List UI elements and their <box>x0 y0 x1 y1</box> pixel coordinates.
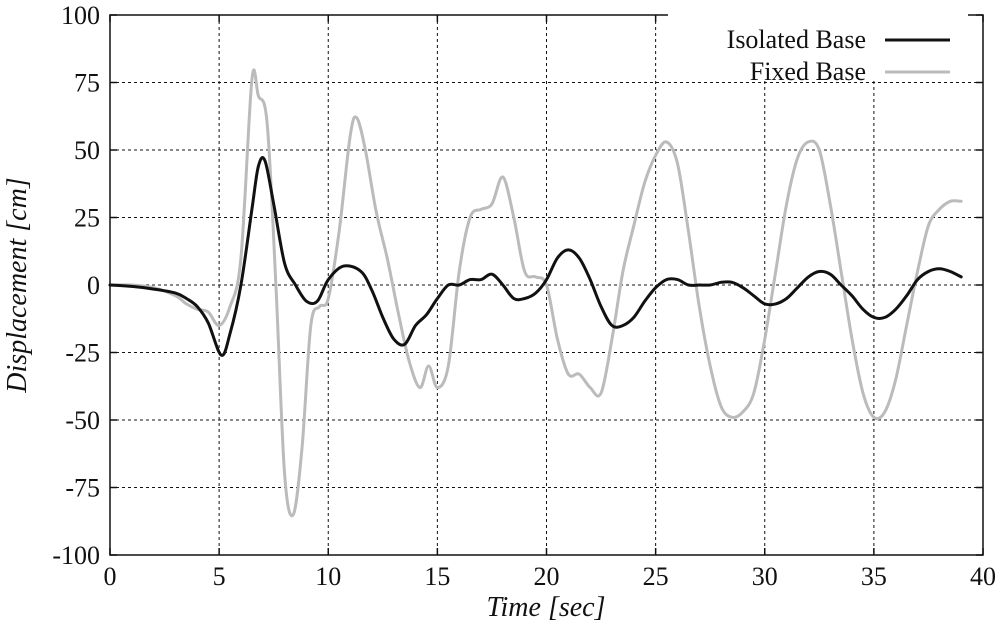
x-tick-label: 35 <box>861 562 887 591</box>
legend: Isolated Base Fixed Base <box>668 14 968 86</box>
axis-ticks: 0 5 10 15 20 25 30 35 40 -100 -75 -50 -25 0 25 50 75 100 <box>52 1 996 591</box>
y-tick-label: -75 <box>65 474 100 503</box>
x-tick-label: 15 <box>424 562 450 591</box>
legend-label: Fixed Base <box>750 57 866 86</box>
x-tick-label: 25 <box>643 562 669 591</box>
x-tick-label: 40 <box>970 562 996 591</box>
series-lines <box>108 68 963 518</box>
x-tick-label: 5 <box>213 562 226 591</box>
x-tick-label: 10 <box>315 562 341 591</box>
y-tick-label: 75 <box>74 69 100 98</box>
x-axis-label: Time [sec] <box>487 592 606 623</box>
y-tick-label: -50 <box>65 406 100 435</box>
x-tick-label: 30 <box>752 562 778 591</box>
y-tick-label: 25 <box>74 204 100 233</box>
y-axis-label: Displacement [cm] <box>2 177 33 393</box>
legend-label: Isolated Base <box>727 25 866 54</box>
y-tick-label: -25 <box>65 339 100 368</box>
y-tick-label: 100 <box>61 1 100 30</box>
y-tick-label: 0 <box>87 271 100 300</box>
series-line-fixed-base <box>108 68 963 518</box>
y-tick-label: -100 <box>52 541 100 570</box>
y-tick-label: 50 <box>74 136 100 165</box>
series-line-isolated-base <box>108 156 963 357</box>
plot-frame <box>109 14 984 556</box>
x-tick-label: 20 <box>534 562 560 591</box>
x-tick-label: 0 <box>104 562 117 591</box>
